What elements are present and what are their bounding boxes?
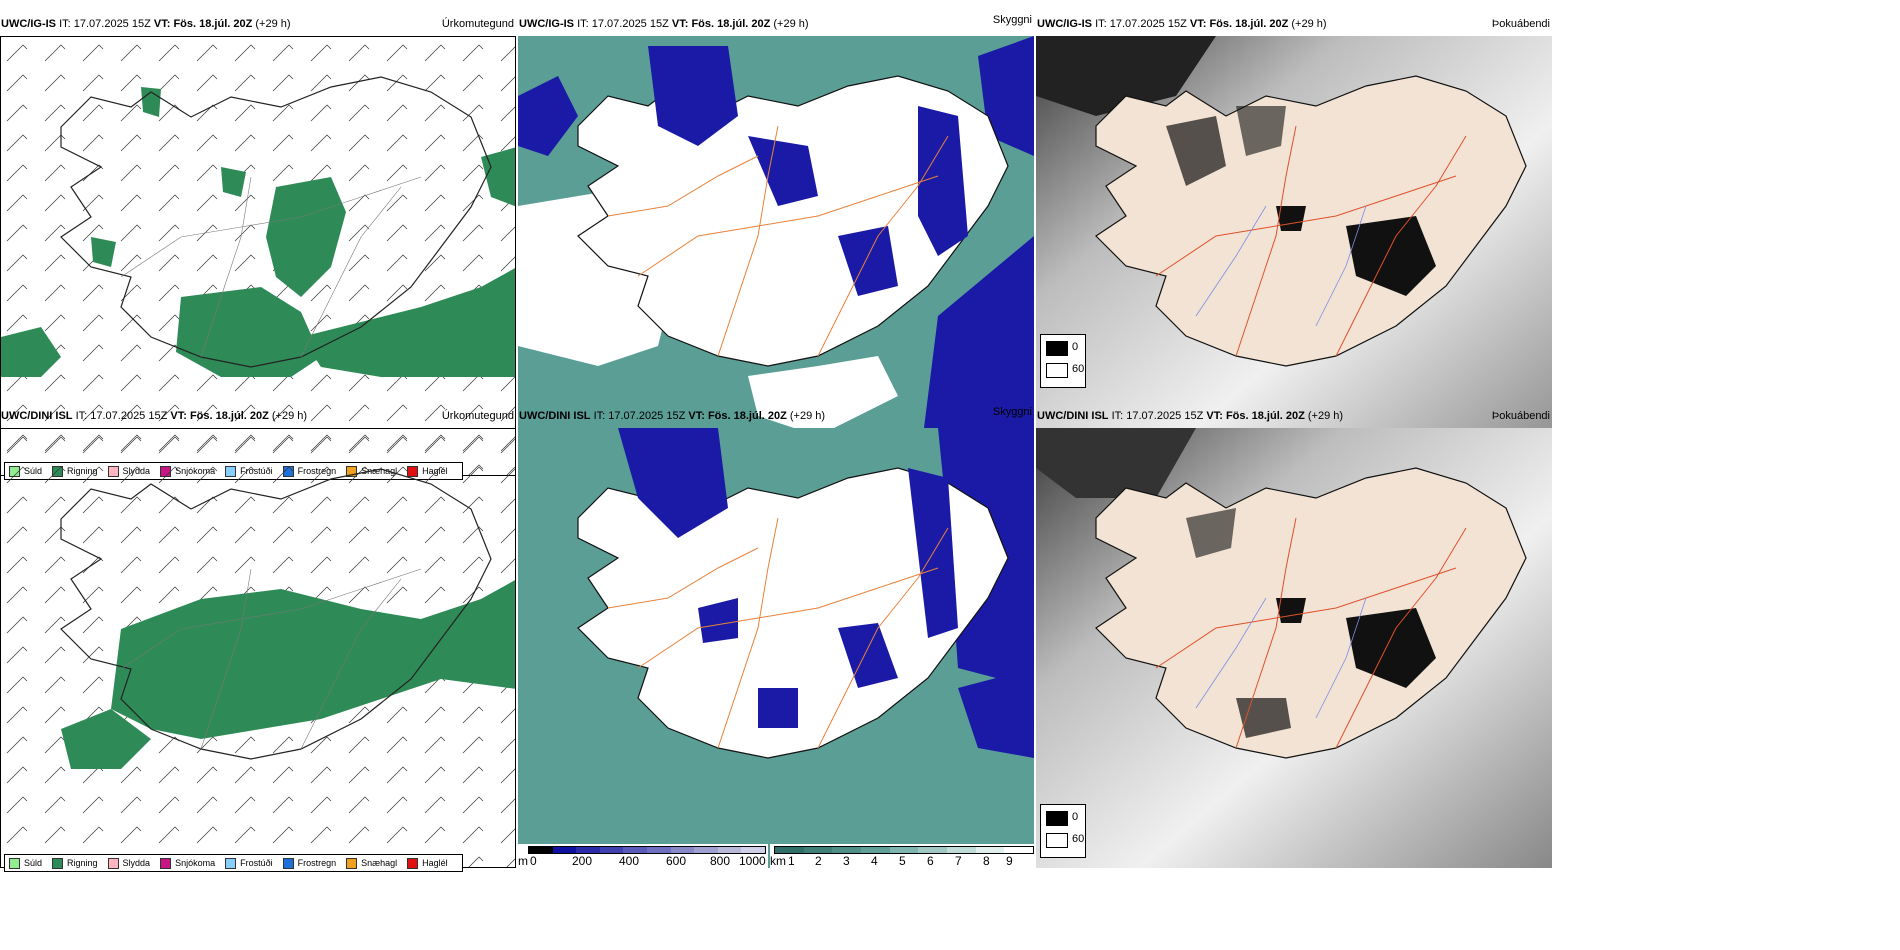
panel-title: Skyggni xyxy=(992,14,1032,26)
panel-title: Skyggni xyxy=(992,406,1032,418)
iceland-outline xyxy=(60,76,492,368)
rain-areas xyxy=(61,580,515,769)
precip-legend: Súld Rigning Slydda Snjókoma Frostúði Fr… xyxy=(4,854,463,872)
cloud-map[interactable] xyxy=(518,428,1034,868)
panel-header: UWC/IG-IS IT: 17.07.2025 15Z VT: Fös. 18… xyxy=(1037,18,1550,30)
cloud-map-canvas xyxy=(518,428,1034,868)
panel-title: Þokuábendi xyxy=(1491,410,1550,422)
panel-header: UWC/IG-IS IT: 17.07.2025 15Z VT: Fös. 18… xyxy=(0,12,516,36)
fog-map[interactable] xyxy=(1036,36,1552,476)
fog-map-canvas xyxy=(1036,36,1552,476)
cloud-visibility-panel-bottom: UWC/DINI ISL IT: 17.07.2025 15Z VT: Fös.… xyxy=(518,404,1034,868)
fog-map-canvas xyxy=(1036,428,1552,868)
precip-type-panel-top: UWC/IG-IS IT: 17.07.2025 15Z VT: Fös. 18… xyxy=(0,12,516,480)
lead-time: (+29 h) xyxy=(255,18,291,30)
roads xyxy=(607,125,949,357)
run-name: UWC/IG-IS xyxy=(1,18,56,30)
panel-title: Þokuábendi xyxy=(1491,18,1550,30)
panel-title: Úrkomutegund xyxy=(441,410,514,422)
panel-header: UWC/DINI ISL IT: 17.07.2025 15Z VT: Fös.… xyxy=(1,410,514,422)
roads xyxy=(120,176,422,358)
precip-map-canvas xyxy=(1,37,515,475)
precip-map-canvas xyxy=(1,429,515,867)
valid-time: Fös. 18.júl. 20Z xyxy=(173,18,253,30)
fog-legend: 0 60 xyxy=(1040,804,1086,858)
visibility-colorbar: km 1 2 3 4 5 6 7 8 9 10 xyxy=(770,844,1034,868)
cloud-map-canvas xyxy=(518,36,1034,476)
precip-map[interactable] xyxy=(0,428,516,868)
precip-type-panel-bottom: UWC/DINI ISL IT: 17.07.2025 15Z VT: Fös.… xyxy=(0,404,516,872)
fog-panel-top: UWC/IG-IS IT: 17.07.2025 15Z VT: Fös. 18… xyxy=(1036,12,1552,476)
rain-areas xyxy=(1,87,515,377)
panel-title: Úrkomutegund xyxy=(441,18,514,30)
init-label: IT: xyxy=(59,18,71,30)
init-time: 17.07.2025 15Z xyxy=(73,18,151,30)
panel-header: UWC/DINI ISL IT: 17.07.2025 15Z VT: Fös.… xyxy=(1037,410,1550,422)
fog-legend: 0 60 xyxy=(1040,334,1086,388)
fog-panel-bottom: UWC/DINI ISL IT: 17.07.2025 15Z VT: Fös.… xyxy=(1036,404,1552,868)
cloudbase-colorbar: m 0 200 400 600 800 1000 xyxy=(518,844,768,868)
valid-label: VT: xyxy=(153,18,171,30)
precip-map[interactable] xyxy=(0,36,516,476)
cloud-map[interactable] xyxy=(518,36,1034,476)
panel-header: UWC/DINI ISL IT: 17.07.2025 15Z VT: Fös.… xyxy=(519,406,1032,422)
panel-header: UWC/IG-IS IT: 17.07.2025 15Z VT: Fös. 18… xyxy=(519,14,1032,30)
fog-map[interactable] xyxy=(1036,428,1552,868)
